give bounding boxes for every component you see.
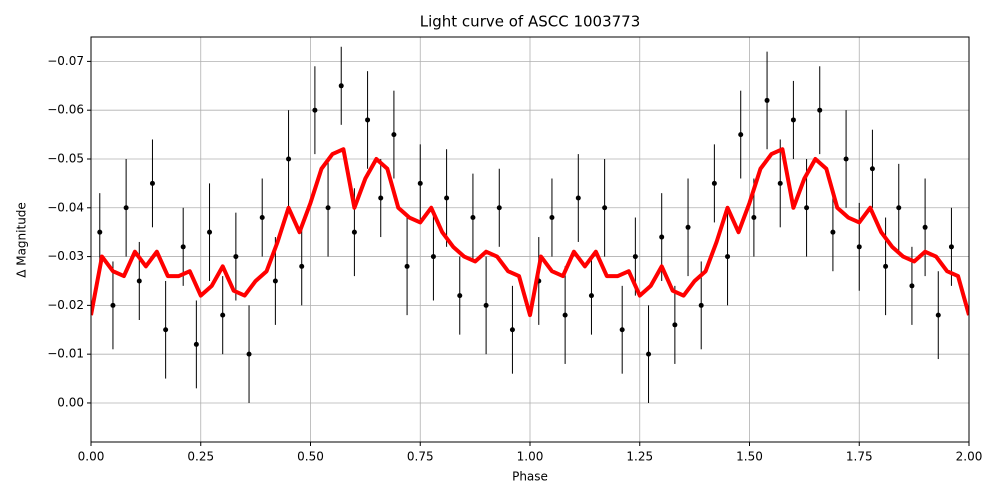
data-point — [843, 156, 849, 162]
data-point — [444, 195, 450, 201]
data-point — [457, 293, 463, 299]
x-tick-label: 0.00 — [78, 450, 105, 464]
x-tick-label: 1.75 — [846, 450, 873, 464]
data-point — [272, 278, 278, 284]
data-point — [922, 224, 928, 230]
data-point — [149, 180, 155, 186]
data-point — [430, 254, 436, 260]
data-point — [299, 263, 305, 269]
data-point — [711, 180, 717, 186]
data-point — [123, 205, 129, 211]
data-point — [220, 312, 226, 318]
data-point — [830, 229, 836, 235]
y-tick-label: −0.05 — [47, 151, 84, 165]
data-point — [312, 107, 318, 113]
data-point — [193, 341, 199, 347]
data-point — [619, 327, 625, 333]
data-point — [351, 229, 357, 235]
x-axis-label: Phase — [512, 470, 548, 484]
y-tick-label: −0.02 — [47, 298, 84, 312]
data-point — [790, 117, 796, 123]
data-point — [659, 234, 665, 240]
data-point — [685, 224, 691, 230]
data-point — [672, 322, 678, 328]
x-tick-label: 1.00 — [517, 450, 544, 464]
data-point — [698, 302, 704, 308]
x-tick-label: 0.50 — [297, 450, 324, 464]
chart-title: Light curve of ASCC 1003773 — [420, 13, 641, 31]
data-point — [869, 166, 875, 172]
data-point — [764, 97, 770, 103]
y-tick-label: −0.06 — [47, 103, 84, 117]
data-point — [338, 83, 344, 89]
trend-line — [91, 147, 969, 318]
data-point — [404, 263, 410, 269]
plot-area — [91, 46, 969, 403]
data-point — [751, 215, 757, 221]
data-point — [378, 195, 384, 201]
data-point — [180, 244, 186, 250]
y-tick-label: −0.07 — [47, 54, 84, 68]
data-point — [909, 283, 915, 289]
y-tick-label: −0.04 — [47, 200, 84, 214]
x-tick-label: 1.25 — [626, 450, 653, 464]
data-point — [365, 117, 371, 123]
y-tick-label: −0.01 — [47, 347, 84, 361]
data-point — [286, 156, 292, 162]
data-point — [935, 312, 941, 318]
data-point — [602, 205, 608, 211]
data-point — [470, 215, 476, 221]
data-point — [575, 195, 581, 201]
data-point — [136, 278, 142, 284]
data-point — [97, 229, 103, 235]
x-tick-label: 0.75 — [407, 450, 434, 464]
data-point — [632, 254, 638, 260]
data-point — [588, 293, 594, 299]
data-point — [804, 205, 810, 211]
data-point — [496, 205, 502, 211]
data-point — [562, 312, 568, 318]
x-tick-label: 0.25 — [187, 450, 214, 464]
data-point — [549, 215, 555, 221]
data-point — [896, 205, 902, 211]
data-point — [948, 244, 954, 250]
data-point — [738, 132, 744, 138]
y-tick-label: −0.03 — [47, 249, 84, 263]
data-point — [725, 254, 731, 260]
data-point — [391, 132, 397, 138]
data-point — [246, 351, 252, 357]
x-tick-label: 1.50 — [736, 450, 763, 464]
data-point — [233, 254, 239, 260]
data-point — [777, 180, 783, 186]
y-axis-label: Δ Magnitude — [15, 202, 29, 278]
data-point — [883, 263, 889, 269]
y-tick-label: 0.00 — [57, 395, 84, 409]
data-point — [259, 215, 265, 221]
data-point — [817, 107, 823, 113]
data-point — [163, 327, 169, 333]
data-point — [509, 327, 515, 333]
data-point — [483, 302, 489, 308]
data-point — [110, 302, 116, 308]
data-point — [207, 229, 213, 235]
x-tick-label: 2.00 — [956, 450, 983, 464]
data-point — [417, 180, 423, 186]
data-point — [646, 351, 652, 357]
plot-frame — [90, 36, 970, 443]
data-point — [856, 244, 862, 250]
data-point — [325, 205, 331, 211]
